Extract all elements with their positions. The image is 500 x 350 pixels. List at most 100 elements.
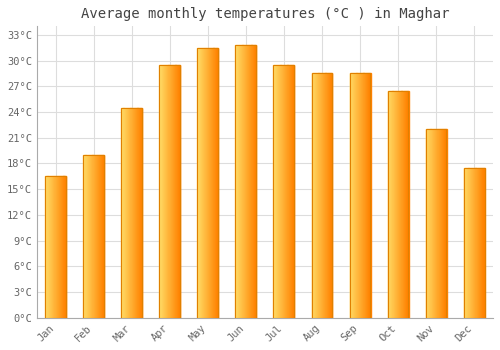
Bar — [330, 74, 331, 318]
Bar — [367, 74, 368, 318]
Bar — [403, 91, 404, 318]
Bar — [312, 74, 332, 318]
Bar — [102, 155, 103, 318]
Bar — [433, 129, 434, 318]
Bar — [407, 91, 408, 318]
Bar — [316, 74, 317, 318]
Bar — [162, 65, 163, 318]
Bar — [350, 74, 370, 318]
Bar — [274, 65, 294, 318]
Bar — [200, 48, 201, 318]
Bar — [206, 48, 208, 318]
Bar — [317, 74, 318, 318]
Bar — [289, 65, 290, 318]
Bar — [124, 108, 125, 318]
Bar — [167, 65, 168, 318]
Bar — [438, 129, 439, 318]
Bar — [275, 65, 276, 318]
Bar — [395, 91, 396, 318]
Bar — [90, 155, 91, 318]
Bar — [478, 168, 479, 318]
Bar — [252, 45, 253, 318]
Bar — [174, 65, 175, 318]
Bar — [404, 91, 405, 318]
Bar — [241, 45, 242, 318]
Bar — [63, 176, 64, 318]
Bar — [165, 65, 166, 318]
Bar — [244, 45, 246, 318]
Bar — [128, 108, 129, 318]
Bar — [141, 108, 142, 318]
Bar — [400, 91, 401, 318]
Bar — [355, 74, 356, 318]
Bar — [49, 176, 50, 318]
Bar — [84, 155, 85, 318]
Bar — [62, 176, 63, 318]
Bar — [245, 45, 246, 318]
Bar — [368, 74, 369, 318]
Bar — [178, 65, 179, 318]
Bar — [279, 65, 280, 318]
Bar — [441, 129, 442, 318]
Bar — [210, 48, 212, 318]
Bar — [86, 155, 87, 318]
Bar — [293, 65, 294, 318]
Bar — [472, 168, 474, 318]
Bar — [360, 74, 362, 318]
Bar — [278, 65, 279, 318]
Bar — [350, 74, 351, 318]
Bar — [465, 168, 466, 318]
Bar — [239, 45, 240, 318]
Bar — [56, 176, 58, 318]
Bar — [318, 74, 319, 318]
Bar — [353, 74, 354, 318]
Bar — [445, 129, 446, 318]
Bar — [281, 65, 282, 318]
Bar — [274, 65, 275, 318]
Bar — [48, 176, 49, 318]
Bar — [286, 65, 287, 318]
Bar — [444, 129, 445, 318]
Bar — [351, 74, 352, 318]
Bar — [388, 91, 408, 318]
Bar — [46, 176, 47, 318]
Bar — [50, 176, 51, 318]
Bar — [140, 108, 141, 318]
Bar — [357, 74, 358, 318]
Bar — [474, 168, 475, 318]
Bar — [394, 91, 396, 318]
Bar — [164, 65, 165, 318]
Title: Average monthly temperatures (°C ) in Maghar: Average monthly temperatures (°C ) in Ma… — [80, 7, 449, 21]
Bar — [201, 48, 202, 318]
Bar — [136, 108, 138, 318]
Bar — [482, 168, 483, 318]
Bar — [427, 129, 428, 318]
Bar — [203, 48, 204, 318]
Bar — [354, 74, 355, 318]
Bar — [313, 74, 314, 318]
Bar — [87, 155, 88, 318]
Bar — [199, 48, 200, 318]
Bar — [58, 176, 59, 318]
Bar — [393, 91, 394, 318]
Bar — [251, 45, 252, 318]
Bar — [122, 108, 123, 318]
Bar — [360, 74, 361, 318]
Bar — [177, 65, 178, 318]
Bar — [319, 74, 320, 318]
Bar — [136, 108, 137, 318]
Bar — [55, 176, 56, 318]
Bar — [254, 45, 255, 318]
Bar — [329, 74, 330, 318]
Bar — [168, 65, 170, 318]
Bar — [170, 65, 172, 318]
Bar — [65, 176, 66, 318]
Bar — [325, 74, 326, 318]
Bar — [470, 168, 472, 318]
Bar — [88, 155, 89, 318]
Bar — [358, 74, 360, 318]
Bar — [212, 48, 213, 318]
Bar — [130, 108, 131, 318]
Bar — [205, 48, 206, 318]
Bar — [290, 65, 291, 318]
